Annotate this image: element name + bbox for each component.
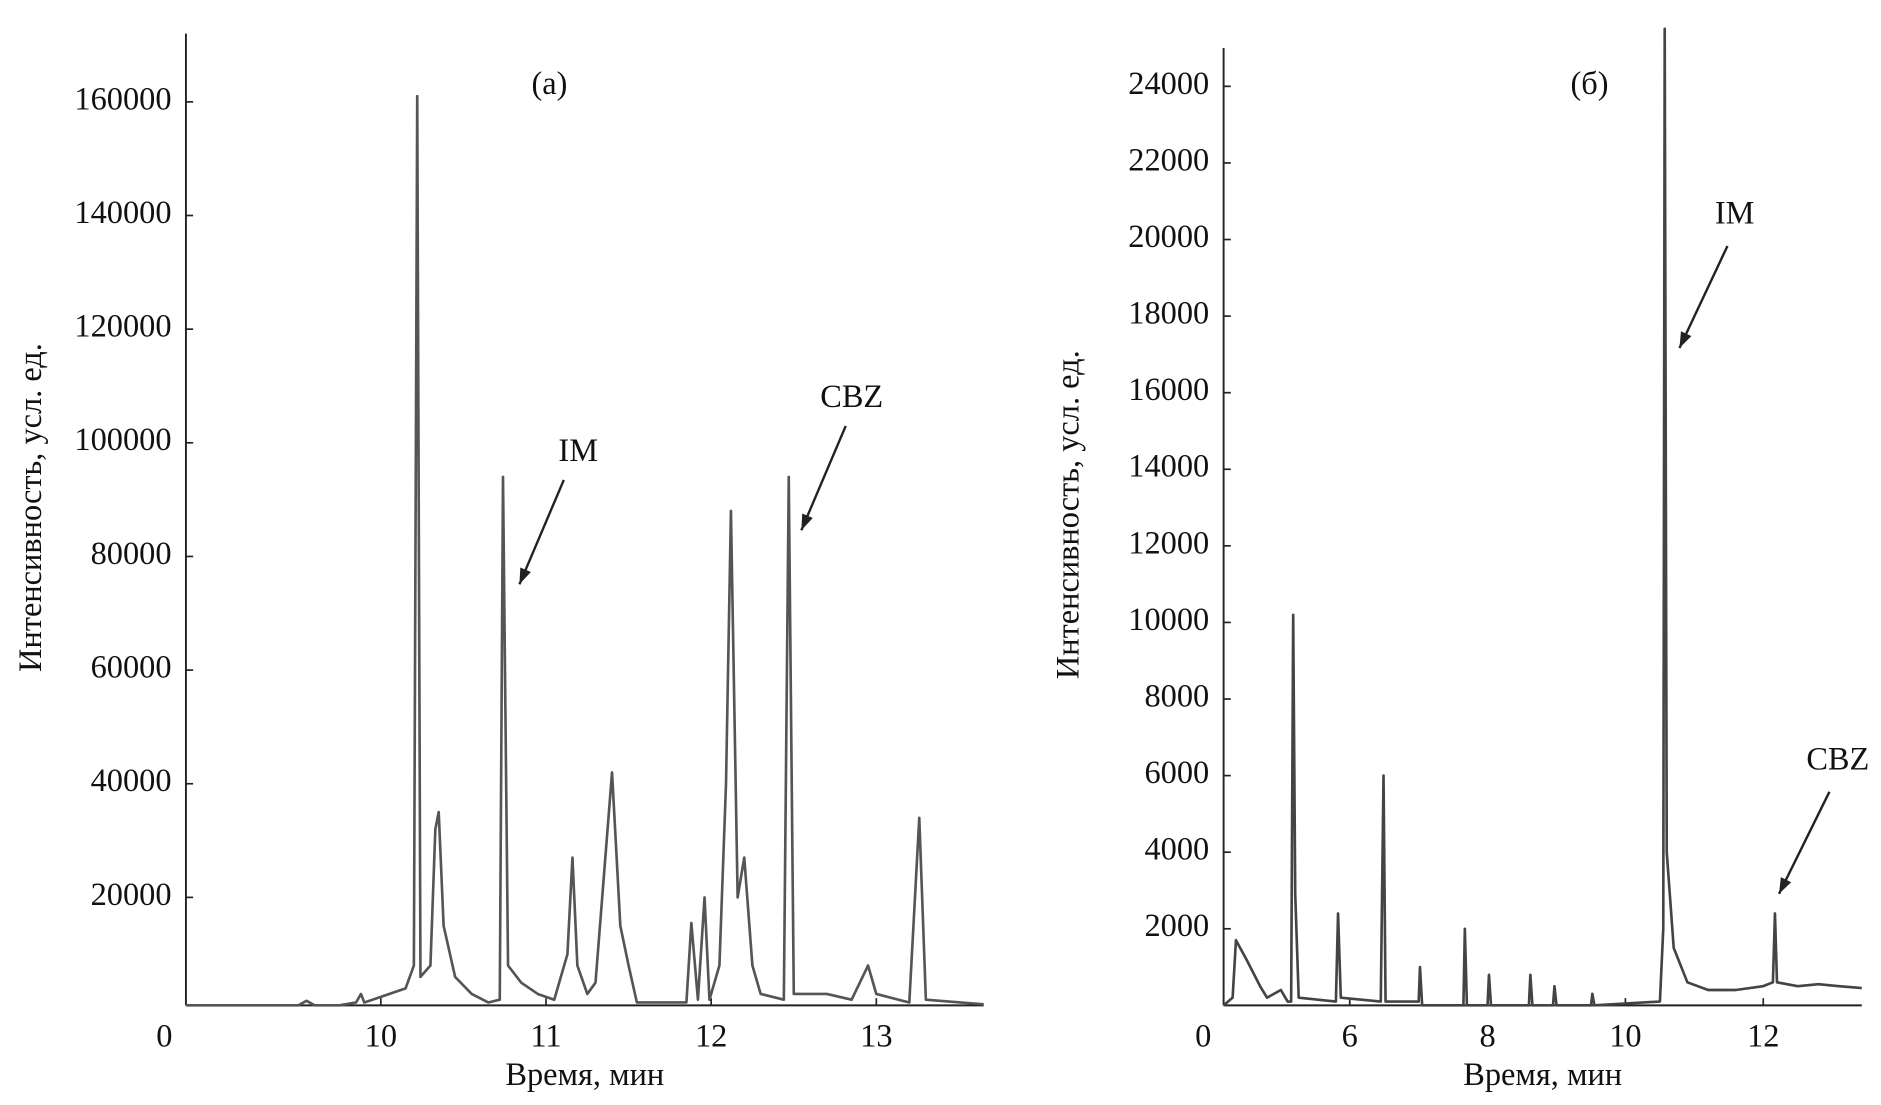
arrow-shaft: [1678, 245, 1729, 349]
origin-label: 0: [1195, 1018, 1211, 1054]
y-tick-label: 14000: [1128, 449, 1209, 485]
annotation: IM: [558, 433, 598, 469]
y-tick-label: 10000: [1128, 602, 1209, 638]
arrow-head: [1779, 877, 1792, 894]
arrow-head: [1679, 331, 1692, 348]
y-tick-label: 100000: [74, 422, 171, 458]
y-tick-label: 40000: [91, 763, 172, 799]
arrow-head: [519, 567, 531, 585]
chromatogram-line: [1222, 27, 1862, 1007]
arrow-shaft: [1777, 791, 1831, 895]
chromatogram-line: [185, 94, 984, 1007]
x-axis-label: Время, мин: [505, 1057, 664, 1093]
x-tick-label: 10: [365, 1018, 397, 1054]
x-tick-label: 13: [860, 1018, 892, 1054]
arrow-shaft: [800, 425, 847, 531]
annotation: (a): [531, 66, 567, 102]
y-tick-label: 160000: [74, 81, 171, 117]
y-tick-label: 12000: [1128, 525, 1209, 561]
x-tick-label: 10: [1609, 1018, 1641, 1054]
annotation: CBZ: [820, 379, 883, 415]
y-tick-label: 8000: [1144, 678, 1209, 714]
y-tick-label: 6000: [1144, 755, 1209, 791]
x-tick-label: 8: [1479, 1018, 1495, 1054]
y-tick-label: 120000: [74, 309, 171, 345]
y-tick-label: 24000: [1128, 66, 1209, 102]
annotation: CBZ: [1806, 741, 1869, 777]
x-tick-label: 12: [695, 1018, 727, 1054]
y-tick-label: 4000: [1144, 832, 1209, 868]
y-tick-label: 22000: [1128, 142, 1209, 178]
annotation: (б): [1570, 66, 1608, 102]
y-tick-label: 20000: [91, 877, 172, 913]
y-tick-label: 18000: [1128, 296, 1209, 332]
arrow-head: [801, 513, 813, 531]
y-tick-label: 2000: [1144, 908, 1209, 944]
y-tick-label: 140000: [74, 195, 171, 231]
y-tick-label: 80000: [91, 536, 172, 572]
y-tick-label: 16000: [1128, 372, 1209, 408]
x-tick-label: 11: [530, 1018, 561, 1054]
origin-label: 0: [156, 1018, 172, 1054]
x-tick-label: 12: [1747, 1018, 1779, 1054]
y-tick-label: 20000: [1128, 219, 1209, 255]
x-axis-label: Время, мин: [1463, 1057, 1622, 1093]
y-tick-label: 60000: [91, 650, 172, 686]
x-tick-label: 6: [1342, 1018, 1358, 1054]
y-axis-label: Интенсивность, усл. ед.: [1051, 350, 1087, 679]
arrow-shaft: [518, 479, 565, 585]
annotation: IM: [1715, 195, 1755, 231]
y-axis-label: Интенсивность, усл. ед.: [13, 343, 49, 672]
